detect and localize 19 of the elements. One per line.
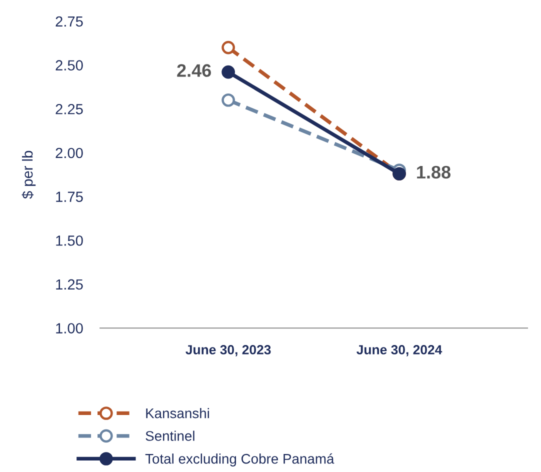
data-label: 2.46 — [177, 64, 211, 77]
legend-label: Total excluding Cobre Panamá — [145, 453, 334, 466]
data-label: 1.88 — [417, 166, 451, 179]
y-tick-label: 2.25 — [56, 104, 83, 114]
legend-label: Sentinel — [146, 430, 194, 441]
point — [222, 93, 235, 107]
y-tick-label: 2.00 — [56, 148, 83, 158]
legend-label: Kansanshi — [146, 408, 209, 418]
point — [222, 65, 235, 79]
y-axis-title: $ per lb — [22, 150, 36, 199]
y-tick-label: 1.25 — [56, 279, 83, 290]
y-tick-label: 2.50 — [56, 60, 83, 70]
y-tick-label: 1.50 — [56, 235, 83, 246]
y-tick-label: 1.75 — [56, 192, 83, 202]
y-tick-label: 2.75 — [56, 16, 83, 27]
x-tick-label: June 30, 2024 — [356, 345, 442, 356]
y-tick-label: 1.00 — [56, 323, 83, 334]
x-tick-label: June 30, 2023 — [186, 345, 271, 356]
point — [222, 40, 235, 54]
